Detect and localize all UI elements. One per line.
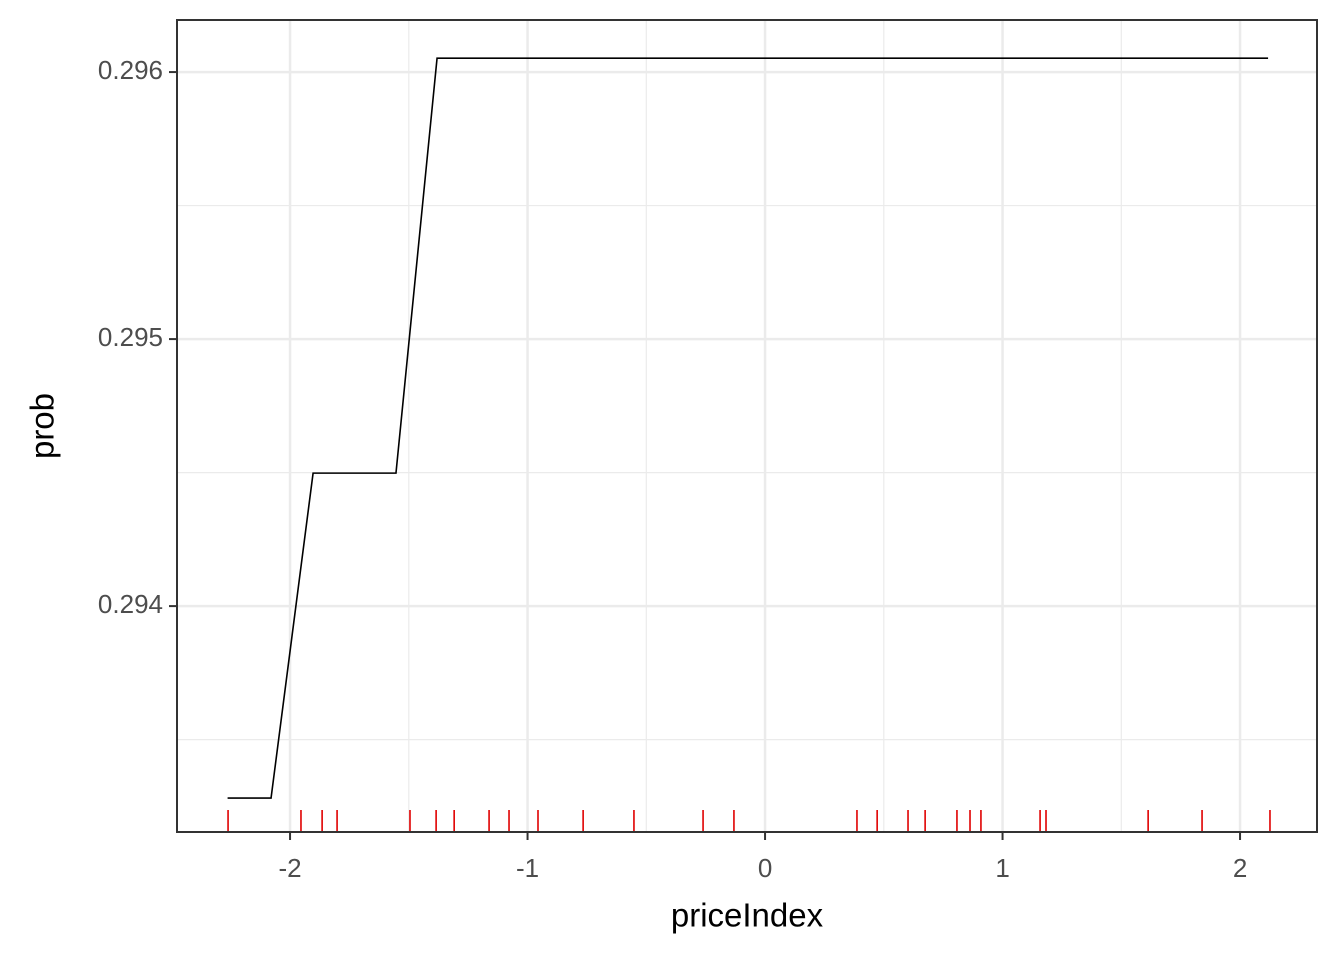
x-tick-label: 1 xyxy=(995,853,1009,883)
x-tick-label: 2 xyxy=(1233,853,1247,883)
marks xyxy=(227,57,1271,832)
y-tick-label: 0.295 xyxy=(98,322,163,352)
y-axis-title: prob xyxy=(24,393,61,459)
x-tick-label: -2 xyxy=(278,853,301,883)
line xyxy=(227,57,1269,799)
x-axis-title: priceIndex xyxy=(671,897,824,934)
x-tick-label: 0 xyxy=(758,853,772,883)
x-tick-label: -1 xyxy=(516,853,539,883)
axes: -2 -1 0 1 2 0.294 0.295 0.296 xyxy=(98,55,1247,883)
y-tick-label: 0.294 xyxy=(98,589,163,619)
panel-border xyxy=(176,19,1318,833)
y-tick-label: 0.296 xyxy=(98,55,163,85)
